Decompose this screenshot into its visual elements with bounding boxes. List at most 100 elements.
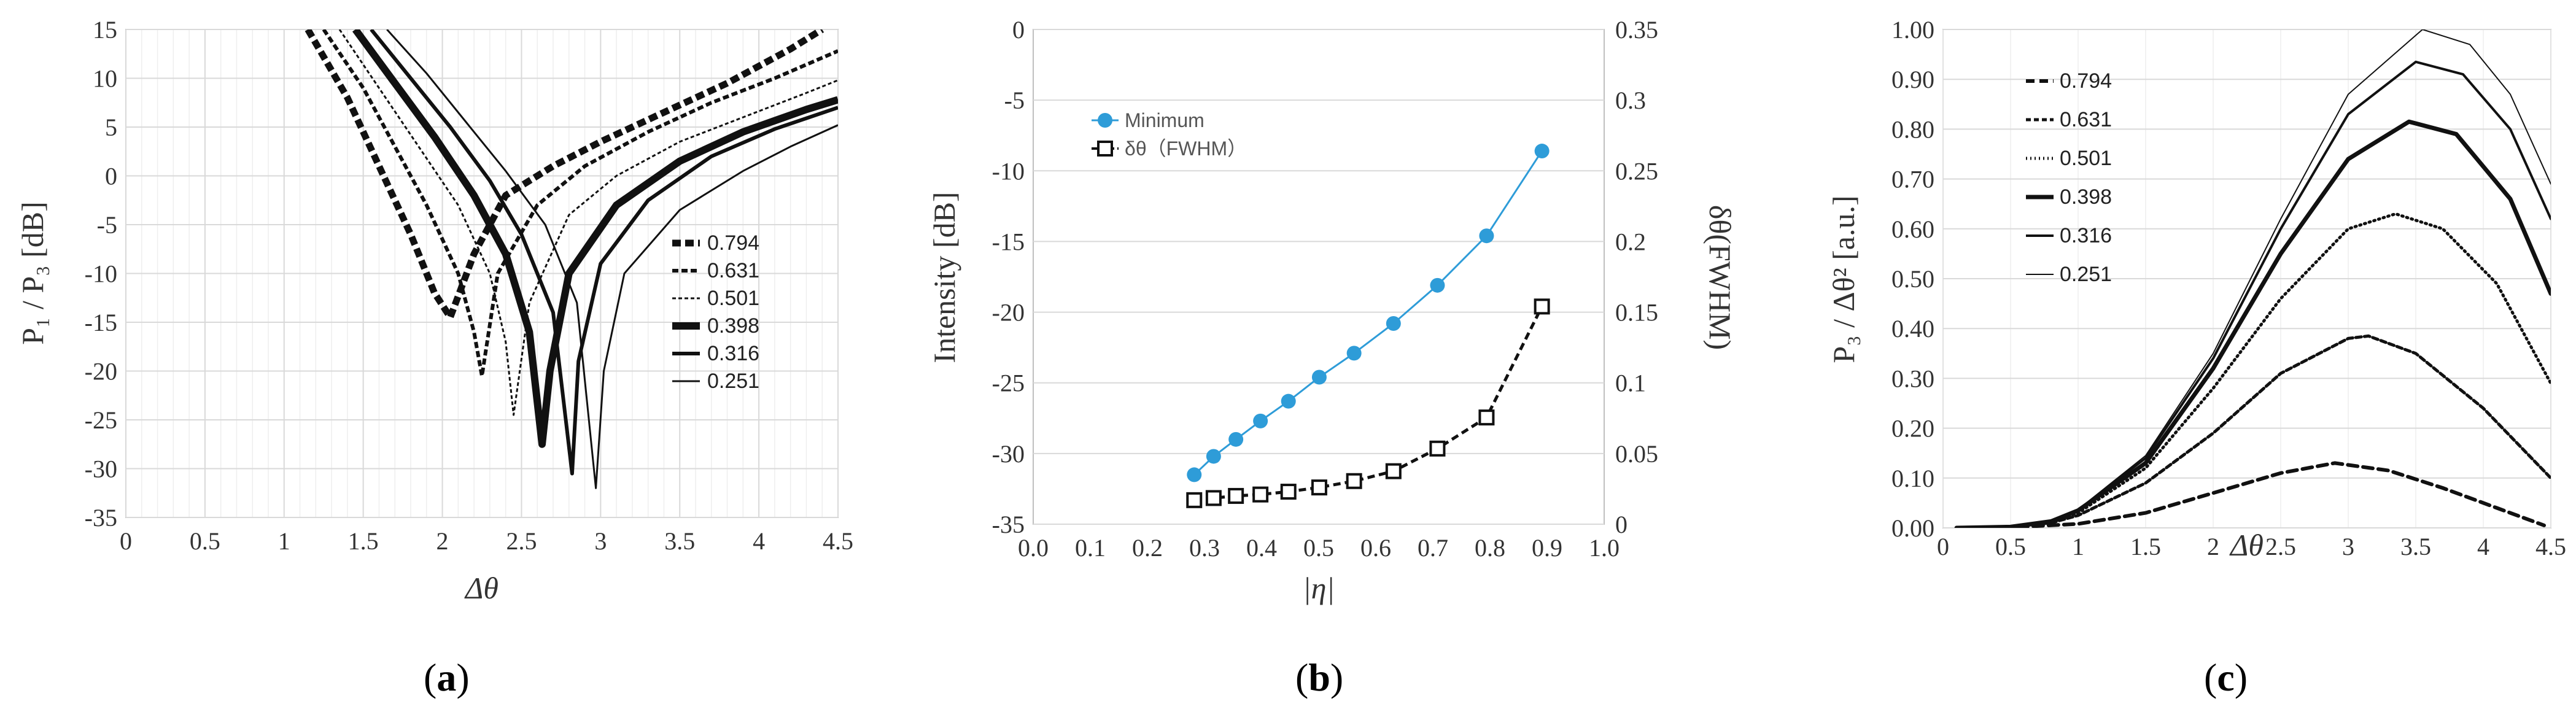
y-tick-label: 15 [93, 16, 117, 44]
data-point-b-fwhm [1429, 440, 1446, 457]
data-point-b-minimum [1281, 393, 1296, 409]
x-tick-label: 0.5 [1303, 534, 1334, 562]
x-tick-label: 1.0 [1589, 534, 1620, 562]
y-tick-label: -30 [992, 440, 1025, 468]
chart-c: 1.000.900.800.700.600.500.400.300.200.10… [1826, 16, 2566, 699]
y-tick-label: 0.00 [1891, 514, 1934, 542]
data-point-b-minimum [1430, 277, 1445, 293]
chart-b-y2-ticks: 0.35 0.3 0.25 0.2 0.15 0.1 0.05 0 [1615, 16, 1658, 538]
series-line-a-0.501 [338, 29, 838, 416]
y-tick-label: 0.10 [1891, 465, 1934, 492]
x-tick-label: 0.8 [1475, 534, 1505, 562]
panel-label-c: (c) [2204, 656, 2248, 699]
y-tick-label: 0.50 [1891, 265, 1934, 293]
y-tick-label: 0 [105, 163, 117, 190]
legend-label-a-0.251: 0.251 [707, 370, 759, 393]
legend-marker-b-fwhm [1097, 141, 1113, 157]
chart-a-gridlines [125, 29, 839, 518]
chart-a-x-axis-label: Δθ [464, 571, 499, 605]
chart-c-y-axis-label: P₃ / Δθ² [a.u.] [1826, 195, 1861, 363]
y-tick-label: -30 [85, 455, 117, 483]
y-tick-label: -5 [97, 211, 117, 239]
chart-a-series [305, 29, 838, 489]
series-line-c-0.251 [1956, 29, 2551, 528]
x-tick-label: 0.1 [1075, 534, 1106, 562]
y-tick-label: 10 [93, 65, 117, 93]
data-point-b-fwhm [1346, 473, 1362, 489]
y-tick-label: -5 [1004, 87, 1025, 114]
legend-label-a-0.794: 0.794 [707, 231, 759, 255]
chart-a: 15 10 5 0 -5 -10 -15 -20 -25 -30 -35 0 0.5 1 1.5 2 2.5 3… [15, 16, 853, 699]
series-line-a-0.316 [370, 29, 838, 476]
chart-b-plot-area [1033, 29, 1605, 525]
chart-c-legend: 0.794 0.631 0.501 0.398 0.316 0.251 [2026, 69, 2112, 286]
chart-b: 0 -5 -10 -15 -20 -25 -30 -35 0.35 0.3 0.25 0.2 0.15… [927, 16, 1737, 699]
x-tick-label: 4.5 [2535, 533, 2566, 560]
chart-c-y-ticks: 1.00 0.90 0.80 0.70 0.60 0.50 0.40 0.30 0.20 0.10… [1891, 16, 1934, 542]
chart-b-series [1186, 144, 1550, 508]
chart-c-series [1954, 29, 2551, 528]
x-tick-label: 2.5 [506, 527, 537, 555]
y-tick-label: -10 [992, 157, 1025, 185]
y-tick-label: -20 [85, 358, 117, 385]
series-line-a-0.631 [322, 29, 838, 378]
y-tick-label: 0.60 [1891, 215, 1934, 243]
legend-label-b-fwhm: δθ（FWHM） [1125, 137, 1247, 160]
x-tick-label: 0 [1937, 533, 1949, 560]
chart-a-y-axis-label: P₁ / P₃ [dB] [15, 201, 50, 345]
x-tick-label: 3 [594, 527, 607, 555]
legend-label-c-0.251: 0.251 [2060, 263, 2112, 286]
y-tick-label: -15 [85, 309, 117, 336]
x-tick-label: 3.5 [2400, 533, 2431, 560]
y2-tick-label: 0 [1615, 511, 1627, 538]
legend-label-b-minimum: Minimum [1125, 109, 1205, 131]
x-tick-label: 3 [2342, 533, 2354, 560]
legend-label-a-0.631: 0.631 [707, 259, 759, 282]
data-point-b-fwhm [1186, 492, 1203, 508]
data-point-b-fwhm [1280, 484, 1297, 500]
data-point-b-fwhm [1252, 486, 1269, 503]
y2-tick-label: 0.3 [1615, 87, 1646, 114]
data-point-b-minimum [1311, 370, 1327, 385]
x-tick-label: 0 [120, 527, 132, 555]
x-tick-label: 0.9 [1532, 534, 1562, 562]
legend-marker-b-minimum [1098, 113, 1112, 128]
x-tick-label: 1.5 [2130, 533, 2161, 560]
chart-b-x-ticks: 0.0 0.1 0.2 0.3 0.4 0.5 0.6 0.7 0.8 0.9 1.0 [1018, 534, 1620, 562]
y2-tick-label: 0.15 [1615, 299, 1658, 327]
data-point-b-minimum [1346, 346, 1362, 361]
y2-tick-label: 0.1 [1615, 370, 1646, 397]
y-tick-label: 0.80 [1891, 115, 1934, 143]
x-tick-label: 2 [2207, 533, 2219, 560]
series-line-a-0.398 [352, 29, 838, 448]
y2-tick-label: 0.25 [1615, 157, 1658, 185]
legend-label-a-0.316: 0.316 [707, 342, 759, 365]
x-tick-label: 1 [278, 527, 290, 555]
legend-label-c-0.631: 0.631 [2060, 108, 2112, 131]
legend-label-c-0.794: 0.794 [2060, 69, 2112, 93]
x-tick-label: 0.4 [1246, 534, 1277, 562]
y-tick-label: -10 [85, 260, 117, 288]
series-line-a-0.251 [386, 29, 838, 489]
x-tick-label: 2 [436, 527, 449, 555]
y-tick-label: 1.00 [1891, 16, 1934, 44]
x-tick-label: 0.7 [1418, 534, 1448, 562]
legend-label-a-0.398: 0.398 [707, 314, 759, 338]
y-tick-label: -15 [992, 228, 1025, 255]
panel-label-a: (a) [424, 656, 470, 699]
x-tick-label: 4 [2477, 533, 2489, 560]
y-tick-label: -25 [992, 370, 1025, 397]
y-tick-label: -20 [992, 299, 1025, 327]
y2-tick-label: 0.35 [1615, 16, 1658, 44]
y-tick-label: -25 [85, 406, 117, 434]
legend-label-c-0.398: 0.398 [2060, 185, 2112, 209]
y-tick-label: -35 [85, 504, 117, 532]
x-tick-label: 1.5 [348, 527, 379, 555]
chart-b-y-axis-label: Intensity [dB] [927, 192, 961, 363]
data-point-b-minimum [1187, 467, 1202, 482]
chart-b-legend: Minimum δθ（FWHM） [1092, 109, 1247, 160]
x-tick-label: 0.3 [1189, 534, 1220, 562]
x-tick-label: 0.5 [1995, 533, 2026, 560]
data-point-b-minimum [1228, 432, 1244, 447]
chart-a-x-ticks: 0 0.5 1 1.5 2 2.5 3 3.5 4 4.5 [120, 527, 853, 555]
